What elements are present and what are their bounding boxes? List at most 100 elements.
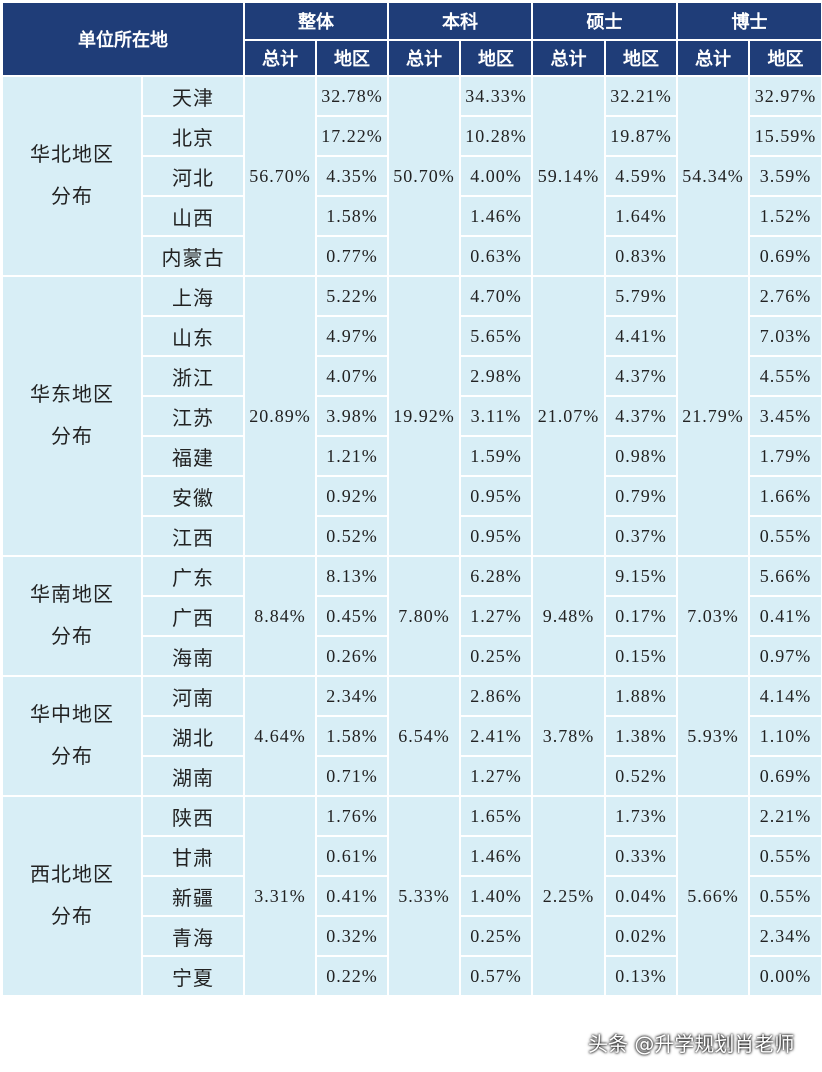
table-row: 河北 4.35% 4.00% 4.59% 3.59% xyxy=(2,155,822,197)
place-cell: 陕西 xyxy=(141,795,245,837)
region-cell: 西北地区分布 xyxy=(1,795,143,997)
value-cell: 3.98% xyxy=(315,395,389,437)
place-cell: 青海 xyxy=(141,915,245,957)
value-cell: 0.55% xyxy=(748,835,822,877)
value-cell: 0.33% xyxy=(604,835,678,877)
value-cell: 4.35% xyxy=(315,155,389,197)
value-cell: 0.95% xyxy=(459,475,533,517)
table-row: 江苏 3.98% 3.11% 4.37% 3.45% xyxy=(2,395,822,437)
value-cell: 32.21% xyxy=(604,75,678,117)
total-cell: 3.78% xyxy=(531,675,606,797)
value-cell: 17.22% xyxy=(315,115,389,157)
table-row: 甘肃 0.61% 1.46% 0.33% 0.55% xyxy=(2,835,822,877)
table-row: 湖北 1.58% 2.41% 1.38% 1.10% xyxy=(2,715,822,757)
region-cell: 华北地区分布 xyxy=(1,75,143,277)
place-cell: 北京 xyxy=(141,115,245,157)
group-header: 博士 xyxy=(676,1,822,41)
place-cell: 新疆 xyxy=(141,875,245,917)
value-cell: 0.57% xyxy=(459,955,533,997)
value-cell: 1.76% xyxy=(315,795,389,837)
value-cell: 0.52% xyxy=(315,515,389,557)
group-header: 本科 xyxy=(387,1,533,41)
value-cell: 1.46% xyxy=(459,835,533,877)
table-row: 华东地区分布 上海 20.89% 5.22% 19.92% 4.70% 21.07% 5.79… xyxy=(1,275,822,557)
value-cell: 1.38% xyxy=(604,715,678,757)
sub-header: 地区 xyxy=(604,39,678,77)
sub-header: 总计 xyxy=(676,39,750,77)
value-cell: 1.65% xyxy=(459,795,533,837)
table-row: 海南 0.26% 0.25% 0.15% 0.97% xyxy=(2,635,822,677)
value-cell: 5.65% xyxy=(459,315,533,357)
total-cell: 2.25% xyxy=(531,795,606,997)
total-cell: 7.03% xyxy=(676,555,750,677)
table-row: 华南地区分布 广东 8.84% 8.13% 7.80% 6.28% 9.48% 9.15% 7.… xyxy=(1,555,822,677)
value-cell: 0.52% xyxy=(604,755,678,797)
total-cell: 19.92% xyxy=(387,275,461,557)
table-header: 单位所在地 整体 本科 硕士 博士 总计 地区 总计 地区 总计 地区 总计 地区 xyxy=(1,1,822,77)
value-cell: 0.95% xyxy=(459,515,533,557)
total-cell: 8.84% xyxy=(243,555,317,677)
value-cell: 1.66% xyxy=(748,475,822,517)
sub-header: 总计 xyxy=(387,39,461,77)
value-cell: 0.55% xyxy=(748,515,822,557)
place-cell: 江苏 xyxy=(141,395,245,437)
region-name: 华北地区分布 xyxy=(30,144,114,208)
sub-header: 地区 xyxy=(315,39,389,77)
table-row: 浙江 4.07% 2.98% 4.37% 4.55% xyxy=(2,355,822,397)
value-cell: 4.41% xyxy=(604,315,678,357)
place-cell: 宁夏 xyxy=(141,955,245,997)
table-row: 山东 4.97% 5.65% 4.41% 7.03% xyxy=(2,315,822,357)
place-cell: 湖北 xyxy=(141,715,245,757)
value-cell: 0.79% xyxy=(604,475,678,517)
table-row: 山西 1.58% 1.46% 1.64% 1.52% xyxy=(2,195,822,237)
total-cell: 5.66% xyxy=(676,795,750,997)
value-cell: 1.64% xyxy=(604,195,678,237)
value-cell: 2.86% xyxy=(459,675,533,717)
table-row: 江西 0.52% 0.95% 0.37% 0.55% xyxy=(2,515,822,557)
total-cell: 20.89% xyxy=(243,275,317,557)
value-cell: 2.76% xyxy=(748,275,822,317)
value-cell: 0.00% xyxy=(748,955,822,997)
value-cell: 4.37% xyxy=(604,395,678,437)
table-row: 广西 0.45% 1.27% 0.17% 0.41% xyxy=(2,595,822,637)
value-cell: 8.13% xyxy=(315,555,389,597)
value-cell: 3.59% xyxy=(748,155,822,197)
table-row: 新疆 0.41% 1.40% 0.04% 0.55% xyxy=(2,875,822,917)
value-cell: 0.83% xyxy=(604,235,678,277)
total-cell: 21.79% xyxy=(676,275,750,557)
value-cell: 0.45% xyxy=(315,595,389,637)
value-cell: 5.79% xyxy=(604,275,678,317)
value-cell: 0.92% xyxy=(315,475,389,517)
place-cell: 河北 xyxy=(141,155,245,197)
table-row: 华北地区分布 天津 56.70% 32.78% 50.70% 34.33% 59.14% 32… xyxy=(1,75,822,277)
value-cell: 0.61% xyxy=(315,835,389,877)
value-cell: 0.69% xyxy=(748,235,822,277)
table-row: 福建 1.21% 1.59% 0.98% 1.79% xyxy=(2,435,822,477)
value-cell: 0.04% xyxy=(604,875,678,917)
value-cell: 2.98% xyxy=(459,355,533,397)
value-cell: 1.27% xyxy=(459,595,533,637)
value-cell: 4.70% xyxy=(459,275,533,317)
place-cell: 河南 xyxy=(141,675,245,717)
value-cell: 4.37% xyxy=(604,355,678,397)
value-cell: 4.55% xyxy=(748,355,822,397)
value-cell: 19.87% xyxy=(604,115,678,157)
value-cell: 32.97% xyxy=(748,75,822,117)
value-cell: 1.58% xyxy=(315,195,389,237)
table-row: 青海 0.32% 0.25% 0.02% 2.34% xyxy=(2,915,822,957)
table-row: 湖南 0.71% 1.27% 0.52% 0.69% xyxy=(2,755,822,797)
table-body: 华北地区分布 天津 56.70% 32.78% 50.70% 34.33% 59.14% 32… xyxy=(1,75,822,997)
table-row: 西北地区分布 陕西 3.31% 1.76% 5.33% 1.65% 2.25% 1.73% 5.… xyxy=(1,795,822,997)
value-cell: 9.15% xyxy=(604,555,678,597)
total-cell: 3.31% xyxy=(243,795,317,997)
value-cell: 34.33% xyxy=(459,75,533,117)
place-cell: 海南 xyxy=(141,635,245,677)
table-row: 安徽 0.92% 0.95% 0.79% 1.66% xyxy=(2,475,822,517)
table-row: 宁夏 0.22% 0.57% 0.13% 0.00% xyxy=(2,955,822,997)
table-row: 华中地区分布 河南 4.64% 2.34% 6.54% 2.86% 3.78% 1.88% 5.… xyxy=(1,675,822,797)
place-cell: 山东 xyxy=(141,315,245,357)
place-cell: 浙江 xyxy=(141,355,245,397)
region-name: 西北地区分布 xyxy=(30,864,114,928)
value-cell: 0.25% xyxy=(459,635,533,677)
